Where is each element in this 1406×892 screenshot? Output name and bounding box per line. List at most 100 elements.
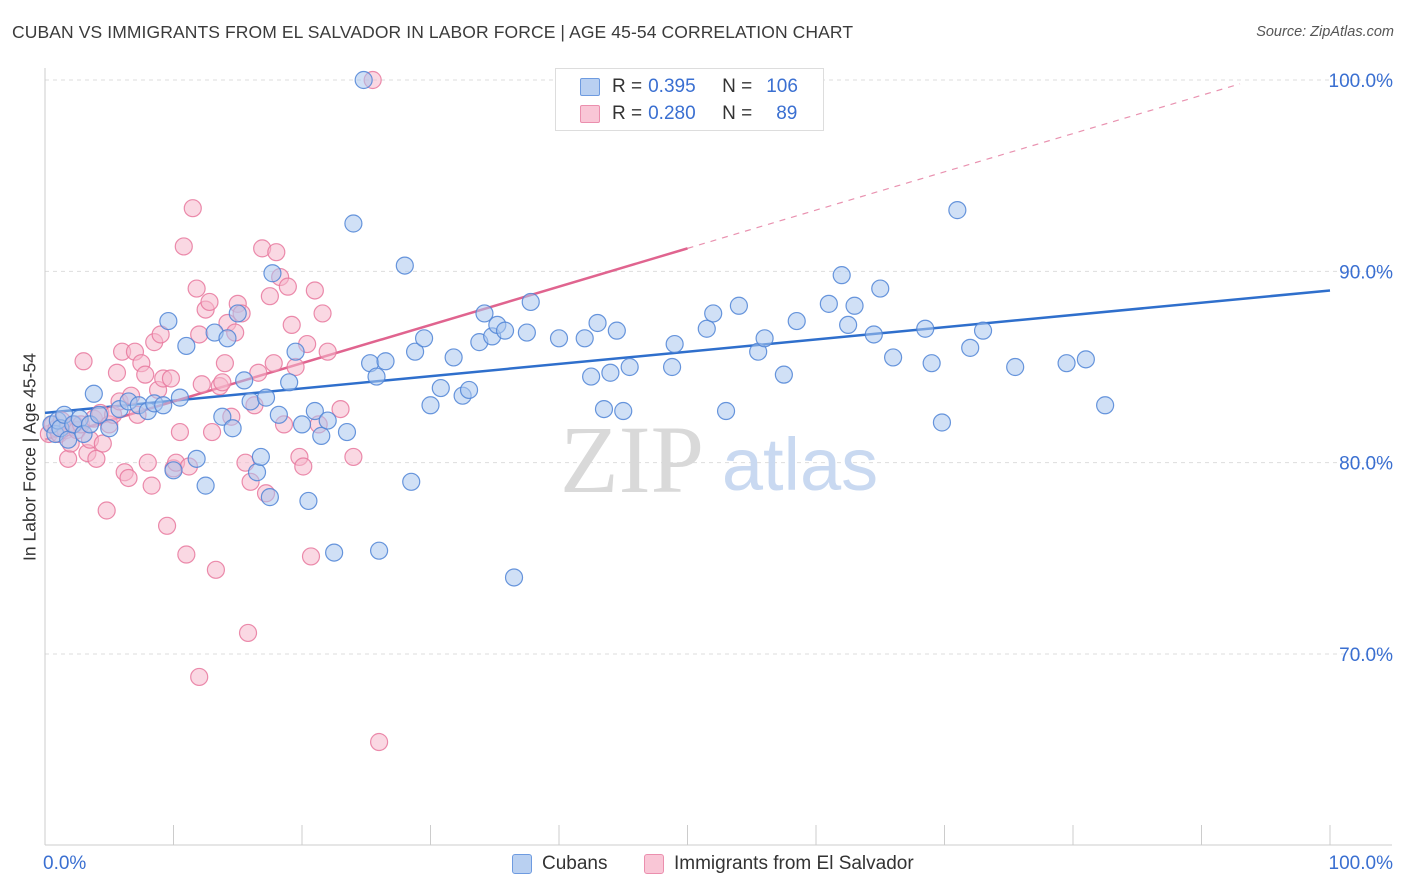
- y-tick-label: 100.0%: [1329, 71, 1394, 92]
- points-cubans: [42, 70, 1115, 587]
- point-elsalvador: [138, 453, 157, 472]
- bottom-legend-elsalvador[interactable]: Immigrants from El Salvador: [644, 852, 914, 876]
- point-elsalvador: [151, 325, 170, 344]
- point-elsalvador: [286, 357, 305, 377]
- point-cubans: [916, 319, 935, 338]
- point-elsalvador: [267, 243, 286, 262]
- point-elsalvador: [157, 516, 177, 535]
- point-cubans: [948, 201, 967, 220]
- point-cubans: [883, 348, 903, 367]
- point-cubans: [832, 266, 851, 285]
- point-cubans: [871, 279, 890, 298]
- legend-r-label: R =: [612, 103, 643, 124]
- legend-n-label: N =: [722, 103, 753, 124]
- point-elsalvador: [206, 560, 226, 579]
- point-cubans: [517, 323, 536, 342]
- point-cubans: [286, 342, 305, 361]
- point-cubans: [247, 463, 267, 482]
- point-elsalvador: [93, 434, 112, 453]
- legend-r-value-elsalvador: 0.280: [648, 103, 696, 124]
- point-elsalvador: [213, 373, 232, 392]
- source-label: Source: ZipAtlas.com: [1256, 24, 1394, 40]
- bottom-legend-swatch-cubans: [512, 854, 532, 874]
- point-cubans: [164, 461, 183, 480]
- point-cubans: [594, 399, 614, 419]
- point-cubans: [1096, 396, 1115, 415]
- point-cubans: [961, 338, 980, 357]
- point-elsalvador: [107, 363, 127, 382]
- watermark-atlas: atlas: [722, 423, 878, 506]
- point-cubans: [344, 214, 363, 233]
- bottom-legend-swatch-elsalvador: [644, 854, 664, 874]
- point-elsalvador: [202, 422, 222, 442]
- point-cubans: [223, 419, 242, 438]
- point-cubans: [697, 319, 716, 338]
- point-cubans: [729, 296, 749, 315]
- point-cubans: [665, 334, 684, 354]
- y-tick-label: 80.0%: [1339, 454, 1393, 475]
- point-elsalvador: [190, 667, 209, 687]
- point-elsalvador: [177, 545, 196, 564]
- point-elsalvador: [278, 277, 297, 296]
- point-cubans: [235, 371, 254, 390]
- point-cubans: [774, 365, 793, 384]
- point-cubans: [299, 491, 318, 511]
- point-cubans: [213, 407, 232, 426]
- legend-r-value-cubans: 0.395: [648, 76, 696, 97]
- point-cubans: [601, 363, 620, 382]
- point-cubans: [84, 384, 103, 403]
- point-cubans: [662, 357, 682, 377]
- y-axis-title: In Labor Force | Age 45-54: [19, 353, 40, 561]
- point-elsalvador: [264, 354, 283, 373]
- legend-r-label: R =: [612, 76, 643, 97]
- point-cubans: [159, 311, 178, 331]
- point-elsalvador: [200, 292, 219, 312]
- point-cubans: [269, 405, 288, 424]
- bottom-legend-cubans[interactable]: Cubans: [512, 852, 608, 876]
- point-elsalvador: [74, 352, 93, 371]
- point-cubans: [787, 311, 806, 331]
- point-cubans: [475, 304, 494, 323]
- point-cubans: [421, 396, 440, 415]
- point-cubans: [582, 367, 601, 386]
- point-elsalvador: [97, 501, 116, 520]
- point-cubans: [251, 447, 270, 467]
- point-cubans: [100, 419, 119, 438]
- point-cubans: [218, 329, 237, 348]
- point-elsalvador: [249, 363, 268, 382]
- correlation-legend: R = 0.395 N = 106 R = 0.280 N = 89: [555, 68, 824, 131]
- point-cubans: [588, 313, 607, 333]
- point-cubans: [154, 396, 173, 415]
- point-cubans: [354, 70, 373, 90]
- point-cubans: [337, 422, 357, 442]
- point-cubans: [312, 426, 331, 445]
- watermark: ZIP atlas: [560, 406, 878, 513]
- point-cubans: [263, 264, 282, 283]
- legend-row-elsalvador: R = 0.280 N = 89: [580, 101, 797, 127]
- point-elsalvador: [344, 447, 363, 467]
- point-cubans: [1076, 350, 1095, 369]
- point-elsalvador: [192, 375, 211, 394]
- legend-row-cubans: R = 0.395 N = 106: [580, 74, 798, 100]
- point-cubans: [170, 388, 190, 407]
- point-cubans: [177, 336, 196, 356]
- point-cubans: [367, 367, 386, 386]
- point-elsalvador: [142, 476, 161, 495]
- point-elsalvador: [170, 422, 190, 442]
- point-elsalvador: [238, 623, 258, 643]
- point-cubans: [89, 405, 109, 424]
- bottom-legend-label-cubans: Cubans: [542, 853, 608, 874]
- point-cubans: [292, 415, 312, 434]
- point-elsalvador: [301, 547, 321, 566]
- point-cubans: [755, 329, 774, 348]
- point-cubans: [575, 329, 594, 348]
- point-cubans: [370, 541, 389, 560]
- point-cubans: [187, 449, 206, 468]
- point-elsalvador: [370, 732, 389, 752]
- y-tick-label: 70.0%: [1339, 645, 1393, 666]
- point-cubans: [59, 430, 78, 449]
- point-cubans: [280, 373, 299, 392]
- point-cubans: [325, 543, 344, 562]
- trend-line-elsalvador-extension: [687, 83, 1241, 249]
